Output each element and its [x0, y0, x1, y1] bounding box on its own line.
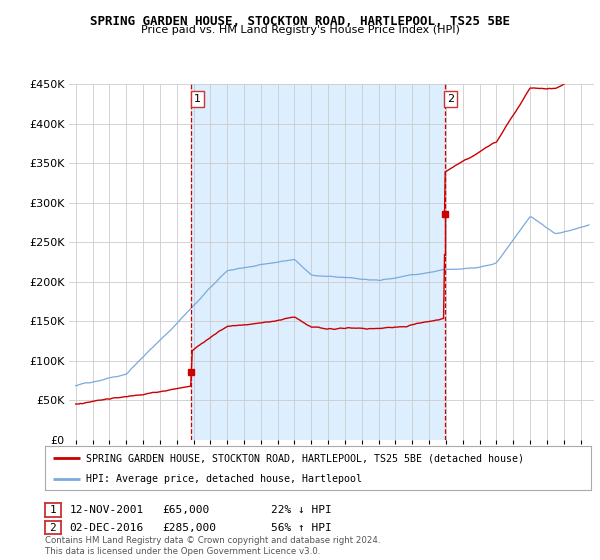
Text: Contains HM Land Registry data © Crown copyright and database right 2024.
This d: Contains HM Land Registry data © Crown c… [45, 536, 380, 556]
Text: HPI: Average price, detached house, Hartlepool: HPI: Average price, detached house, Hart… [86, 474, 362, 484]
Text: Price paid vs. HM Land Registry's House Price Index (HPI): Price paid vs. HM Land Registry's House … [140, 25, 460, 35]
Text: 2: 2 [49, 522, 56, 533]
Text: 02-DEC-2016: 02-DEC-2016 [70, 522, 144, 533]
Text: £65,000: £65,000 [163, 505, 210, 515]
Bar [191, 84, 445, 440]
Text: 56% ↑ HPI: 56% ↑ HPI [271, 522, 331, 533]
Text: SPRING GARDEN HOUSE, STOCKTON ROAD, HARTLEPOOL, TS25 5BE: SPRING GARDEN HOUSE, STOCKTON ROAD, HART… [90, 15, 510, 27]
Text: 22% ↓ HPI: 22% ↓ HPI [271, 505, 331, 515]
Text: 1: 1 [49, 505, 56, 515]
Text: 12-NOV-2001: 12-NOV-2001 [70, 505, 144, 515]
Text: £285,000: £285,000 [163, 522, 217, 533]
Text: SPRING GARDEN HOUSE, STOCKTON ROAD, HARTLEPOOL, TS25 5BE (detached house): SPRING GARDEN HOUSE, STOCKTON ROAD, HART… [86, 453, 524, 463]
Text: 2: 2 [447, 94, 454, 104]
Text: 1: 1 [194, 94, 201, 104]
